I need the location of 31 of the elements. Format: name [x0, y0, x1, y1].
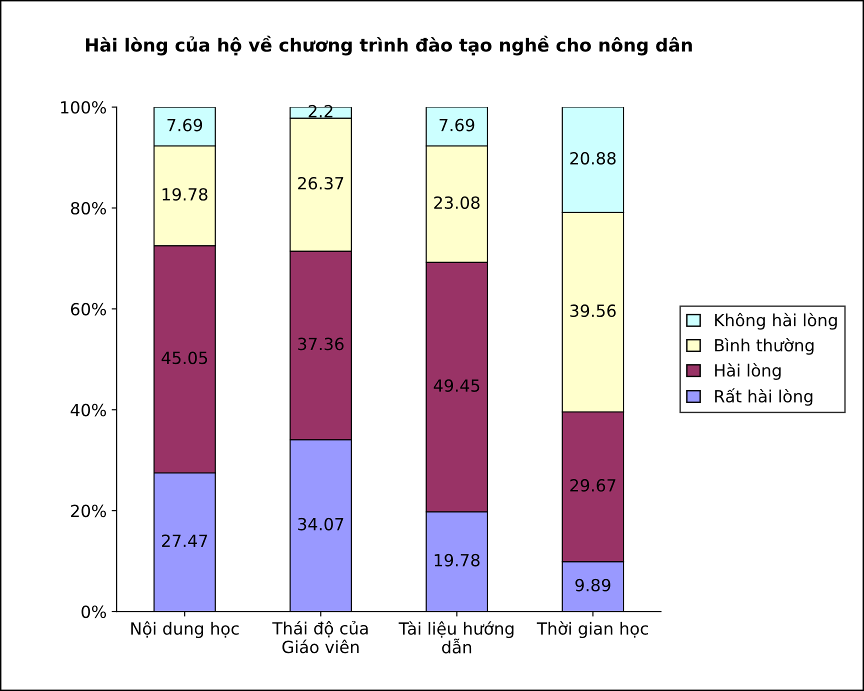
data-label: 19.78: [162, 188, 208, 201]
data-label: 9.89: [575, 578, 610, 592]
legend-label: Không hài lòng: [715, 312, 837, 330]
data-label: 7.69: [167, 118, 202, 132]
data-label: 27.47: [162, 534, 208, 547]
y-tick-label: 0%: [82, 605, 106, 618]
y-tick-label: 80%: [71, 202, 106, 215]
y-tick-label: 40%: [70, 404, 106, 416]
legend-label: Rất hài lòng: [715, 388, 812, 406]
y-tick-label: 60%: [71, 302, 106, 316]
data-label: 20.88: [570, 152, 616, 165]
y-tick-label: 20%: [71, 504, 106, 518]
legend-label: Hài lòng: [715, 363, 781, 380]
data-label: 34.07: [298, 518, 344, 530]
data-label: 45.05: [162, 352, 208, 364]
data-label: 7.69: [440, 118, 474, 132]
x-tick-label: Tài liệu hướng dẫn: [398, 621, 514, 654]
x-tick-label: Thời gian học: [536, 621, 648, 638]
data-label: 49.45: [434, 379, 480, 392]
data-label: 23.08: [434, 196, 480, 209]
chart-title: Hài lòng của hộ về chương trình đào tạo nghề cho nông dân: [86, 36, 692, 56]
data-label: 19.78: [434, 554, 480, 566]
data-label: 39.56: [570, 304, 616, 318]
y-tick-label: 100%: [61, 101, 106, 114]
data-label: 26.37: [298, 176, 344, 190]
data-label: 29.67: [570, 479, 616, 492]
x-tick-label: Nội dung học: [131, 621, 239, 638]
data-label: 2.2: [308, 104, 332, 118]
data-label: 37.36: [298, 338, 344, 350]
x-tick-label: Thái độ của Giáo viên: [272, 620, 368, 654]
legend-label: Bình thường: [715, 338, 814, 355]
